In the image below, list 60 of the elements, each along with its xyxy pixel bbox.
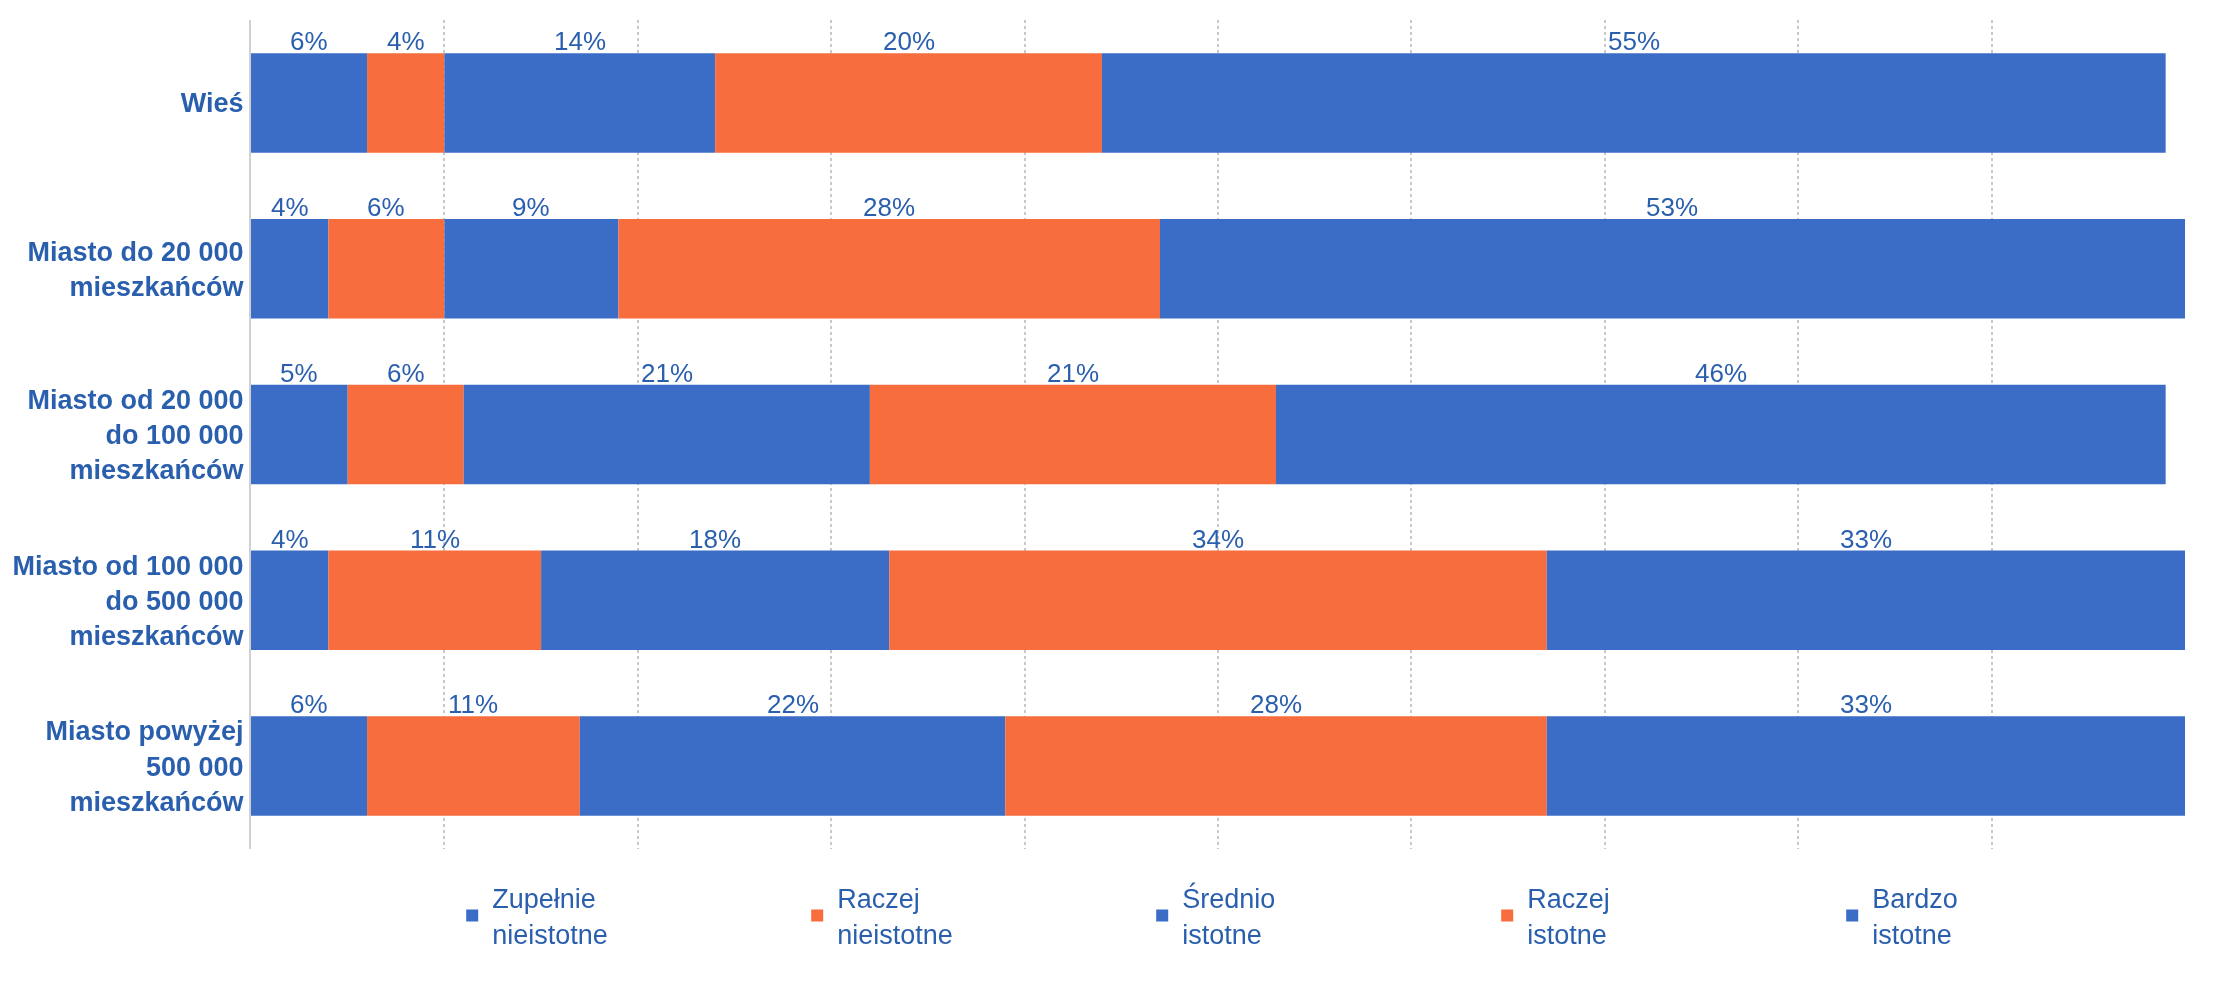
- bar: [251, 218, 329, 319]
- data-label: 6%: [387, 358, 425, 388]
- bar: [889, 550, 1547, 651]
- legend-label: Średnio istotne: [1182, 882, 1276, 950]
- bar: [251, 550, 329, 651]
- data-label: 11%: [410, 524, 461, 554]
- bar: [541, 550, 890, 651]
- bar: [715, 53, 1102, 153]
- bar: [579, 716, 1006, 816]
- y-tick-label: Miasto powyżej 500 000 mieszkańców: [45, 716, 245, 817]
- bar: [618, 218, 1160, 319]
- bar: [328, 550, 542, 651]
- y-tick-label: Wieś: [180, 88, 244, 119]
- data-label: 21%: [1047, 358, 1100, 388]
- data-label: 22%: [767, 689, 820, 719]
- data-label: 55%: [1608, 26, 1661, 56]
- bar: [444, 53, 716, 153]
- bar: [869, 384, 1277, 485]
- y-tick-label: Miasto do 20 000 mieszkańców: [27, 236, 245, 302]
- legend-label: Bardzo istotne: [1872, 884, 1958, 950]
- legend-label: Zupełnie nieistotne: [492, 884, 608, 950]
- bar: [1546, 550, 2185, 651]
- legend-label: Raczej nieistotne: [837, 884, 953, 950]
- data-label: 4%: [271, 524, 309, 554]
- data-label: 33%: [1840, 524, 1893, 554]
- data-label: 5%: [280, 358, 318, 388]
- data-label: 33%: [1840, 689, 1893, 719]
- legend-label: Raczej istotne: [1527, 884, 1610, 950]
- data-label: 4%: [387, 26, 425, 56]
- bar: [251, 716, 368, 816]
- data-label: 4%: [271, 192, 309, 222]
- y-tick-label: Miasto od 20 000 do 100 000 mieszkańców: [27, 384, 245, 486]
- bar: [251, 384, 348, 485]
- bar: [463, 384, 870, 485]
- data-label: 53%: [1646, 192, 1699, 222]
- data-label: 34%: [1192, 524, 1245, 554]
- y-tick-label: Miasto od 100 000 do 500 000 mieszkańców: [12, 550, 245, 651]
- data-label: 20%: [883, 26, 936, 56]
- data-label: 46%: [1695, 358, 1748, 388]
- bar: [347, 384, 464, 485]
- data-label: 11%: [448, 689, 499, 719]
- bar: [367, 716, 580, 816]
- data-label: 28%: [863, 192, 916, 222]
- bar: [251, 53, 368, 153]
- bar: [1005, 716, 1547, 816]
- data-label: 21%: [641, 358, 694, 388]
- data-label: 18%: [689, 524, 742, 554]
- bar: [328, 218, 445, 319]
- bar: [1159, 218, 2185, 319]
- data-label: 28%: [1250, 689, 1303, 719]
- data-label: 14%: [554, 26, 607, 56]
- bar: [1276, 384, 2166, 485]
- data-label: 9%: [512, 192, 550, 222]
- bar: [1101, 53, 2166, 153]
- data-label: 6%: [290, 26, 328, 56]
- bar: [367, 53, 445, 153]
- data-label: 6%: [290, 689, 328, 719]
- bar: [444, 218, 619, 319]
- data-label: 6%: [367, 192, 405, 222]
- bar: [1546, 716, 2185, 816]
